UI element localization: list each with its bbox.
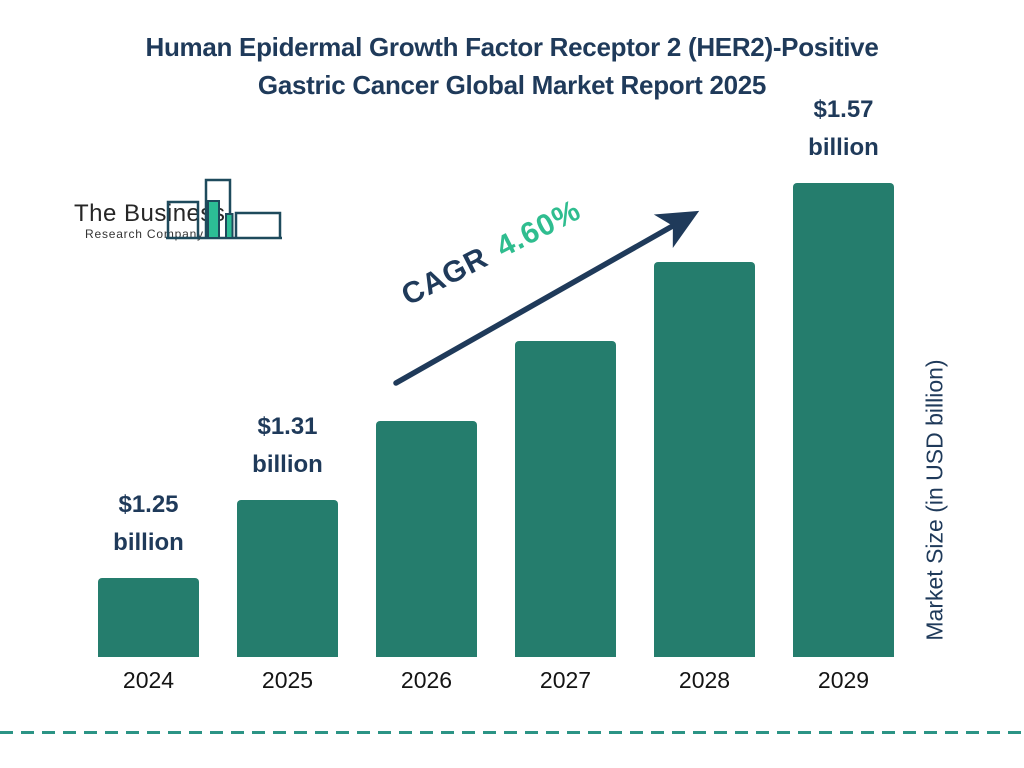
x-axis-label: 2026 [400, 667, 453, 693]
bar-column: $1.25 billion 2024 [98, 182, 199, 693]
brand-name: The Business [74, 200, 226, 227]
x-axis-label: 2029 [817, 667, 870, 693]
bar-value-label: $1.31 billion [203, 408, 373, 484]
bar-2029 [793, 183, 894, 657]
bar-value-label: $1.57 billion [759, 91, 929, 167]
bar-value-label-line: billion [113, 529, 184, 556]
bar-value-label-line: $1.57 [813, 96, 874, 123]
x-axis-label: 2025 [261, 667, 314, 693]
bar-2026 [376, 421, 477, 657]
bar-chart: $1.25 billion 2024 $1.31 billion 2025 2026 2027… [98, 96, 894, 693]
x-axis-label: 2028 [678, 667, 731, 693]
x-axis-label: 2024 [122, 667, 175, 693]
bar-2024 [98, 578, 199, 657]
x-axis-label: 2027 [539, 667, 592, 693]
bar-2028 [654, 262, 755, 657]
bar-column: $1.57 billion 2029 [793, 96, 894, 693]
y-axis-label: Market Size (in USD billion) [921, 359, 948, 641]
chart-title: Human Epidermal Growth Factor Receptor 2… [0, 28, 1024, 104]
bottom-dashed-divider [0, 731, 1024, 734]
bar-value-label-line: $1.25 [118, 491, 179, 518]
bar-value-label-line: billion [808, 134, 879, 161]
chart-title-line1: Human Epidermal Growth Factor Receptor 2… [145, 32, 879, 62]
bar-column: 2026 [376, 182, 477, 693]
chart-title-line2: Gastric Cancer Global Market Report 2025 [257, 70, 767, 100]
bar-value-label: $1.25 billion [64, 486, 234, 562]
bar-value-label-line: $1.31 [257, 413, 318, 440]
bar-2027 [515, 341, 616, 657]
bar-column: 2028 [654, 182, 755, 693]
brand-logo: The Business Research Company [60, 176, 295, 246]
bar-column: $1.31 billion 2025 [237, 182, 338, 693]
bar-2025 [237, 500, 338, 657]
logo-bars-icon [166, 178, 282, 240]
bar-value-label-line: billion [252, 451, 323, 478]
bar-column: 2027 [515, 182, 616, 693]
